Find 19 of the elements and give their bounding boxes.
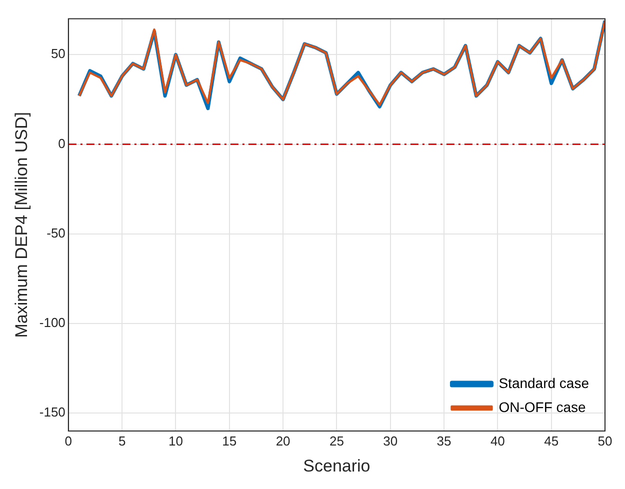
- y-tick-label: 50: [50, 46, 66, 62]
- x-tick-label: 35: [436, 433, 452, 448]
- x-axis-title: Scenario: [303, 456, 370, 476]
- y-tick-label: -150: [39, 404, 66, 420]
- x-tick-label: 15: [222, 433, 237, 448]
- legend-label: ON-OFF case: [498, 398, 586, 415]
- x-tick-label: 5: [118, 433, 126, 448]
- x-tick-label: 10: [168, 433, 183, 448]
- x-tick-label: 40: [490, 433, 505, 448]
- y-axis-title: Maximum DEP4 [Million USD]: [12, 112, 31, 338]
- y-tick-label: 0: [58, 136, 66, 151]
- x-tick-label: 45: [544, 433, 559, 448]
- y-tick-label: -50: [46, 225, 66, 240]
- y-tick-label: -100: [39, 315, 66, 330]
- x-tick-label: 50: [598, 433, 612, 448]
- legend-label: Standard case: [498, 374, 590, 391]
- x-tick-label: 20: [276, 433, 290, 448]
- x-tick-label: 30: [383, 433, 398, 448]
- x-tick-label: 25: [329, 433, 344, 448]
